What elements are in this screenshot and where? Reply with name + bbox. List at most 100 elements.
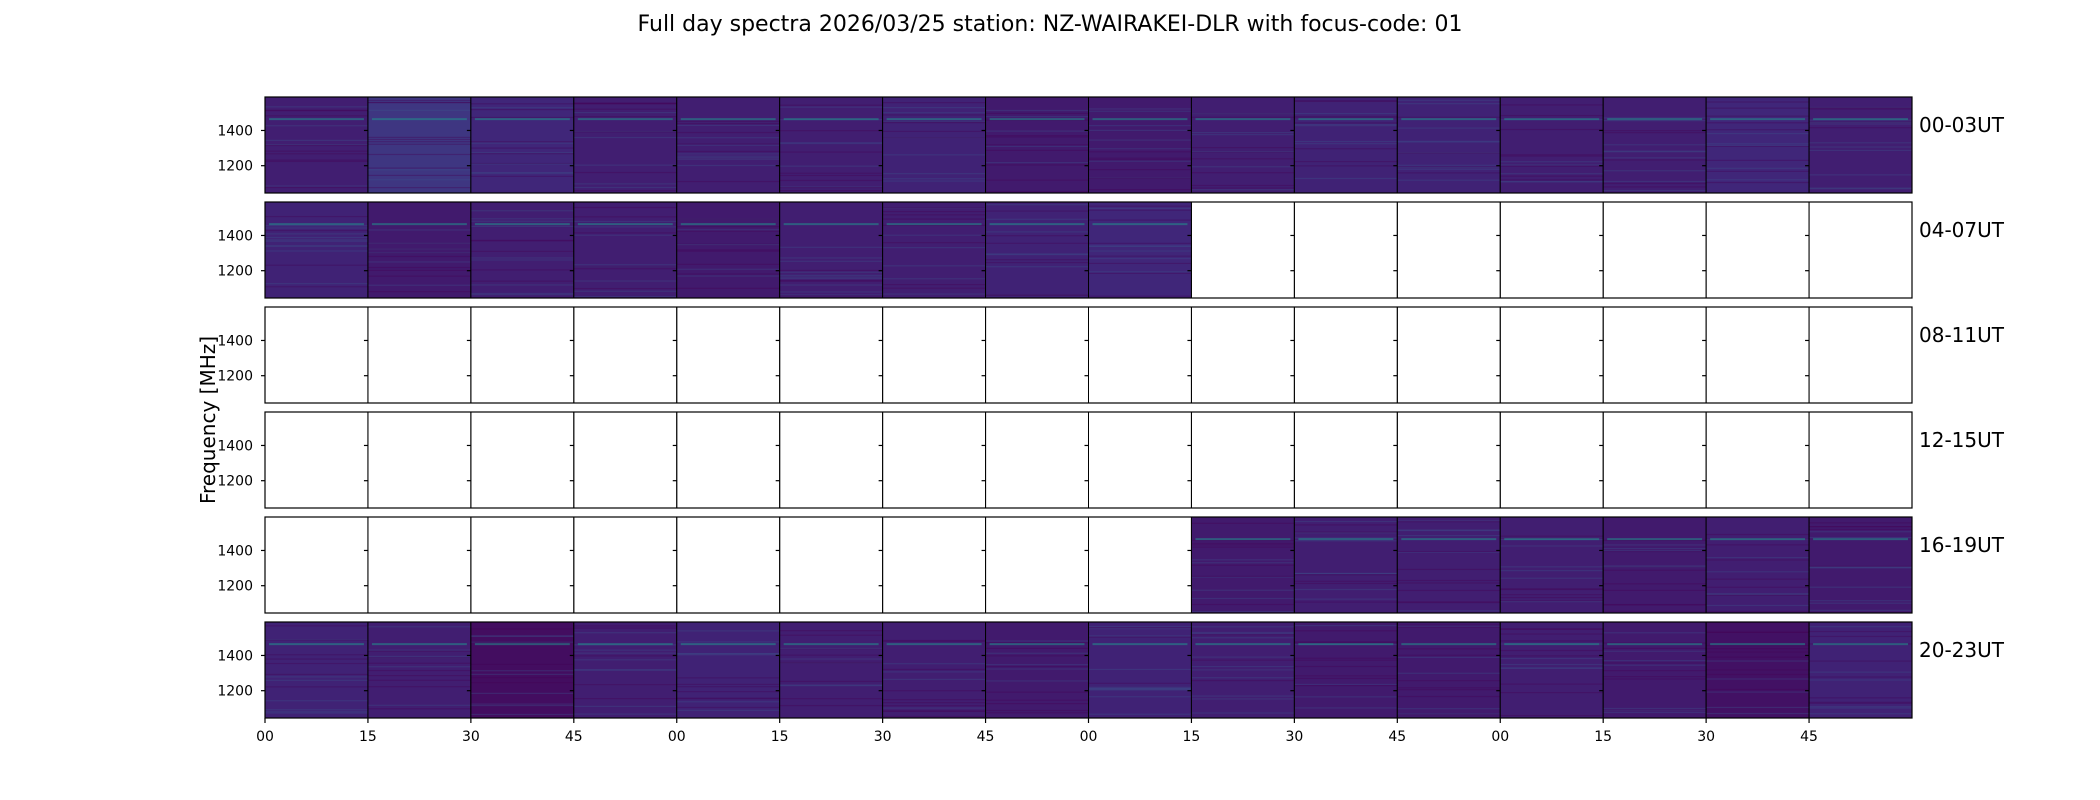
spectrum-streak [676, 653, 780, 655]
tile-frame [1602, 411, 1707, 509]
spectrum-streak [779, 684, 883, 686]
spectrum-streak [1294, 100, 1398, 102]
spectrum-streak [882, 265, 986, 267]
spectrum-streak [1397, 140, 1501, 142]
spectrum-streak [1088, 258, 1192, 260]
rfi-line [1298, 643, 1394, 646]
spectrum-streak [1809, 701, 1912, 703]
spectrum-streak [779, 280, 883, 282]
spectrum-tile [1603, 517, 1707, 613]
spectrum-tile [985, 202, 1089, 298]
spectrum-tile [573, 622, 677, 718]
spectrum-tile [573, 97, 677, 193]
spectrum-streak [470, 175, 574, 177]
spectrum-streak [676, 226, 780, 228]
spectrum-streak [573, 116, 677, 118]
spectrum-streak [1191, 542, 1295, 544]
spectrum-streak [470, 172, 574, 174]
spectrum-streak [1809, 188, 1912, 190]
spectrum-streak [1191, 634, 1295, 636]
spectrum-streak [1397, 172, 1501, 174]
spectrum-streak [676, 652, 780, 655]
spectrum-streak [882, 211, 986, 213]
spectrum-tile [985, 622, 1089, 718]
spectrum-streak [1088, 682, 1192, 684]
spectrum-streak [1397, 624, 1501, 626]
x-tick-label: 30 [1285, 729, 1303, 745]
spectrum-streak [1397, 164, 1501, 166]
spectrum-streak [1500, 588, 1604, 591]
spectrum-streak [367, 269, 471, 271]
spectrum-streak [265, 240, 368, 242]
spectrum-streak [1500, 165, 1604, 167]
spectrum-streak [676, 273, 780, 275]
spectrum-streak [265, 153, 368, 155]
spectrum-streak [779, 662, 883, 664]
tile-frame [882, 306, 987, 404]
spectrum-streak [1191, 131, 1295, 134]
spectrum-streak [573, 103, 677, 105]
spectrum-streak [1191, 695, 1295, 697]
spectrum-streak [573, 183, 677, 185]
rfi-line [1710, 538, 1806, 541]
spectrum-streak [367, 679, 471, 681]
spectrum-streak [367, 255, 471, 258]
spectrum-streak [470, 220, 574, 222]
spectrum-streak [1397, 689, 1501, 691]
spectrum-streak [779, 142, 883, 144]
spectrum-streak [985, 709, 1089, 712]
spectrum-tile [1809, 622, 1912, 718]
rfi-line [1401, 643, 1497, 646]
spectrum-streak [1191, 626, 1295, 628]
spectrum-tile [1603, 97, 1707, 193]
tile-frame [676, 411, 781, 509]
spectrum-streak [1191, 189, 1295, 191]
spectrum-streak [470, 635, 574, 637]
spectrum-tile [367, 202, 471, 298]
spectrum-streak [985, 680, 1089, 682]
spectrum-streak [985, 204, 1089, 206]
spectrum-streak [1706, 604, 1810, 607]
spectrum-streak [1603, 670, 1707, 672]
tile-frame [1602, 201, 1707, 299]
spectrum-streak [882, 106, 986, 109]
spectrum-streak [1603, 159, 1707, 161]
rfi-line [577, 118, 673, 121]
spectrum-streak [1294, 165, 1398, 167]
spectrum-streak [367, 675, 471, 677]
spectrum-streak [676, 677, 780, 679]
spectrum-streak [1500, 154, 1604, 156]
spectrum-streak [1809, 174, 1912, 176]
spectrum-streak [1088, 110, 1192, 112]
spectrum-streak [1706, 691, 1810, 693]
spectrum-tile [1500, 517, 1604, 613]
spectrum-tile [985, 97, 1089, 193]
spectrum-streak [1191, 562, 1295, 564]
spectrum-streak [1294, 531, 1398, 533]
spectrum-streak [265, 286, 368, 288]
spectrum-streak [1603, 662, 1707, 664]
spectrum-streak [1603, 550, 1707, 553]
spectrum-tile [882, 202, 986, 298]
spectrum-streak [1397, 680, 1501, 682]
spectrum-streak [1706, 669, 1810, 671]
spectrum-streak [265, 186, 368, 189]
spectrum-streak [367, 284, 471, 286]
spectrum-streak [1191, 546, 1295, 548]
spectrum-streak [1603, 180, 1707, 183]
spectrum-streak [1603, 144, 1707, 146]
spectrum-streak [1191, 134, 1295, 136]
spectrum-streak [676, 683, 780, 686]
spectrum-streak [573, 206, 677, 209]
spectrum-streak [367, 99, 471, 102]
spectrum-streak [882, 154, 986, 156]
spectrum-streak [573, 226, 677, 228]
spectrum-streak [265, 236, 368, 239]
y-tick-label: 1200 [217, 369, 253, 385]
spectrum-streak [470, 676, 574, 679]
spectrum-streak [676, 249, 780, 251]
spectrum-streak [1294, 160, 1398, 163]
spectrum-streak [1088, 160, 1192, 162]
spectrum-streak [265, 264, 368, 266]
spectrum-streak [1397, 695, 1501, 698]
